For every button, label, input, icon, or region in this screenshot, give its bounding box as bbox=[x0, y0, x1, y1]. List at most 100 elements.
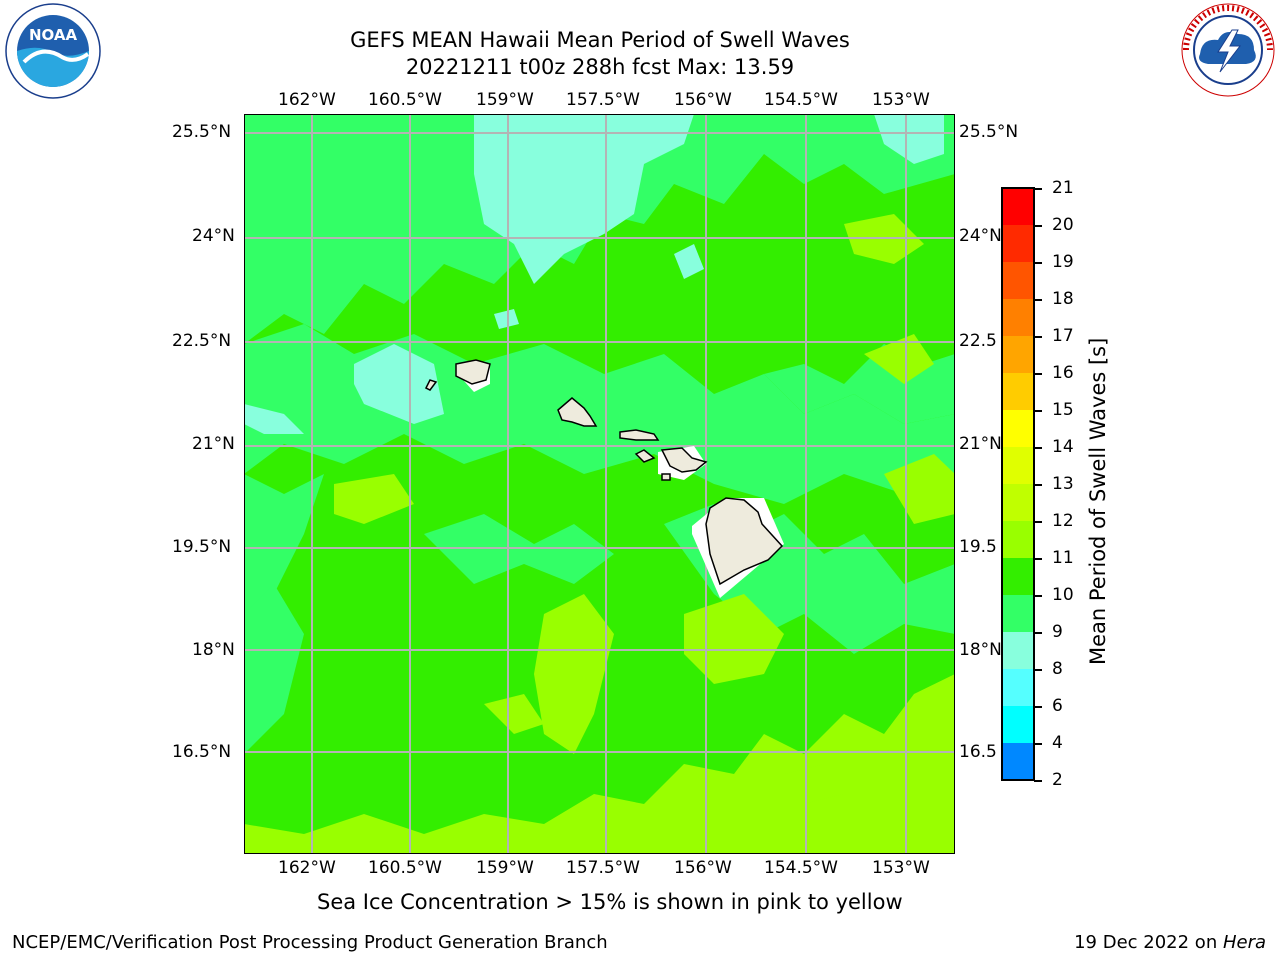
colorbar-tick-mark bbox=[1034, 336, 1042, 338]
colorbar-tick-mark bbox=[1034, 373, 1042, 375]
niihau-island bbox=[424, 379, 438, 391]
colorbar-tick-label: 20 bbox=[1052, 215, 1074, 235]
lat-label-left: 25.5°N bbox=[172, 122, 232, 142]
colorbar-tick-label: 19 bbox=[1052, 252, 1074, 272]
lon-label-bottom: 159°W bbox=[476, 858, 534, 878]
lon-label-bottom: 154.5°W bbox=[764, 858, 838, 878]
colorbar-tick-mark bbox=[1034, 521, 1042, 523]
lat-label-right: 19.5 bbox=[959, 537, 997, 557]
colorbar-tick-label: 4 bbox=[1052, 733, 1063, 753]
graticule bbox=[244, 114, 955, 854]
colorbar-tick-label: 13 bbox=[1052, 474, 1074, 494]
lon-label-top: 157.5°W bbox=[566, 90, 640, 110]
lon-label-top: 162°W bbox=[278, 90, 336, 110]
lanai-island bbox=[634, 449, 656, 463]
colorbar-swatch bbox=[1002, 299, 1034, 337]
colorbar-swatch bbox=[1002, 188, 1034, 226]
molokai-island bbox=[619, 429, 660, 441]
colorbar-tick-mark bbox=[1034, 706, 1042, 708]
colorbar-swatch bbox=[1002, 262, 1034, 300]
colorbar-tick-mark bbox=[1034, 780, 1042, 782]
colorbar-tick-label: 2 bbox=[1052, 770, 1063, 790]
colorbar-swatch bbox=[1002, 373, 1034, 411]
colorbar-swatch bbox=[1002, 669, 1034, 707]
colorbar-swatch bbox=[1002, 225, 1034, 263]
colorbar-tick-label: 14 bbox=[1052, 437, 1074, 457]
colorbar-tick-label: 11 bbox=[1052, 548, 1074, 568]
lon-label-bottom: 156°W bbox=[674, 858, 732, 878]
colorbar-tick-mark bbox=[1034, 410, 1042, 412]
colorbar-swatch bbox=[1002, 484, 1034, 522]
machine-name: Hera bbox=[1222, 932, 1266, 953]
colorbar-tick-mark bbox=[1034, 299, 1042, 301]
lat-label-right: 18°N bbox=[959, 640, 1002, 660]
swell-period-map bbox=[244, 114, 955, 854]
colorbar-title: Mean Period of Swell Waves [s] bbox=[1086, 337, 1110, 665]
lat-label-left: 24°N bbox=[192, 226, 235, 246]
colorbar-tick-label: 15 bbox=[1052, 400, 1074, 420]
colorbar-tick-mark bbox=[1034, 743, 1042, 745]
colorbar-swatch bbox=[1002, 521, 1034, 559]
credit-branch: NCEP/EMC/Verification Post Processing Pr… bbox=[12, 932, 608, 953]
lat-label-left: 22.5°N bbox=[172, 331, 232, 351]
lon-label-bottom: 153°W bbox=[872, 858, 930, 878]
colorbar-tick-label: 21 bbox=[1052, 178, 1074, 198]
chart-subtitle: 20221211 t00z 288h fcst Max: 13.59 bbox=[405, 55, 795, 79]
colorbar-swatches bbox=[1002, 188, 1034, 781]
colorbar-tick-mark bbox=[1034, 188, 1042, 190]
lat-label-right: 16.5 bbox=[959, 742, 997, 762]
lon-label-top: 154.5°W bbox=[764, 90, 838, 110]
lat-label-right: 25.5°N bbox=[959, 122, 1019, 142]
oahu-island bbox=[557, 397, 598, 427]
sea-ice-note: Sea Ice Concentration > 15% is shown in … bbox=[317, 890, 903, 914]
lat-label-left: 19.5°N bbox=[172, 537, 232, 557]
nws-logo bbox=[1181, 3, 1275, 97]
lat-label-left: 21°N bbox=[192, 434, 235, 454]
contour-12-13 bbox=[244, 214, 955, 854]
hawaii-big-island bbox=[705, 497, 784, 586]
credit-date: 19 Dec 2022 on Hera bbox=[1074, 932, 1266, 953]
colorbar-tick-label: 18 bbox=[1052, 289, 1074, 309]
colorbar-swatch bbox=[1002, 410, 1034, 448]
lon-label-top: 156°W bbox=[674, 90, 732, 110]
colorbar-tick-mark bbox=[1034, 484, 1042, 486]
colorbar-swatch bbox=[1002, 632, 1034, 670]
lat-label-right: 24°N bbox=[959, 226, 1002, 246]
colorbar-tick-mark bbox=[1034, 447, 1042, 449]
lon-label-top: 153°W bbox=[872, 90, 930, 110]
noaa-logo-text: NOAA bbox=[29, 26, 78, 44]
colorbar-tick-label: 10 bbox=[1052, 585, 1074, 605]
noaa-logo: NOAA bbox=[5, 3, 101, 99]
kahoolawe-island bbox=[661, 473, 671, 481]
colorbar-tick-mark bbox=[1034, 595, 1042, 597]
colorbar-swatch bbox=[1002, 595, 1034, 633]
colorbar-tick-label: 9 bbox=[1052, 622, 1063, 642]
colorbar-tick-mark bbox=[1034, 262, 1042, 264]
lat-label-left: 16.5°N bbox=[172, 742, 232, 762]
hawaiian-islands bbox=[424, 359, 784, 586]
lat-label-right: 22.5 bbox=[959, 331, 997, 351]
kauai-island bbox=[455, 359, 491, 385]
lon-label-top: 159°W bbox=[476, 90, 534, 110]
colorbar-tick-label: 12 bbox=[1052, 511, 1074, 531]
colorbar-tick-mark bbox=[1034, 558, 1042, 560]
colorbar-tick-mark bbox=[1034, 669, 1042, 671]
colorbar-tick-label: 8 bbox=[1052, 659, 1063, 679]
colorbar-swatch bbox=[1002, 706, 1034, 744]
colorbar bbox=[1001, 187, 1035, 781]
maui-island bbox=[660, 447, 708, 473]
lon-label-bottom: 157.5°W bbox=[566, 858, 640, 878]
colorbar-tick-label: 17 bbox=[1052, 326, 1074, 346]
lon-label-top: 160.5°W bbox=[368, 90, 442, 110]
colorbar-swatch bbox=[1002, 447, 1034, 485]
colorbar-tick-label: 16 bbox=[1052, 363, 1074, 383]
colorbar-tick-mark bbox=[1034, 225, 1042, 227]
colorbar-swatch bbox=[1002, 336, 1034, 374]
lat-label-right: 21°N bbox=[959, 434, 1002, 454]
colorbar-swatch bbox=[1002, 743, 1034, 781]
colorbar-tick-label: 6 bbox=[1052, 696, 1063, 716]
chart-title: GEFS MEAN Hawaii Mean Period of Swell Wa… bbox=[350, 28, 850, 52]
colorbar-tick-mark bbox=[1034, 632, 1042, 634]
colorbar-swatch bbox=[1002, 558, 1034, 596]
lat-label-left: 18°N bbox=[192, 640, 235, 660]
